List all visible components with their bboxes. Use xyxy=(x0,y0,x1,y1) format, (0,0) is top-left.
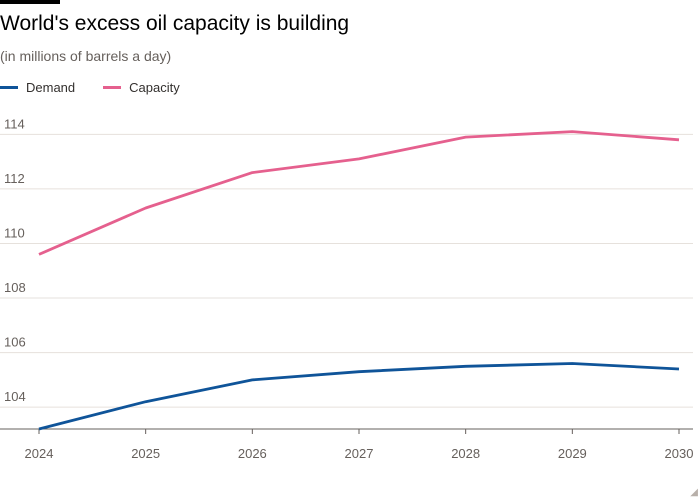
x-tick-label-2030: 2030 xyxy=(665,446,694,461)
y-tick-label-104: 104 xyxy=(4,389,26,404)
x-tick-label-2026: 2026 xyxy=(238,446,267,461)
y-tick-label-114: 114 xyxy=(4,116,25,131)
legend-label-capacity: Capacity xyxy=(129,80,180,95)
y-tick-label-112: 112 xyxy=(4,171,25,186)
y-tick-label-110: 110 xyxy=(4,225,25,240)
legend-item-capacity: Capacity xyxy=(103,80,180,95)
legend: Demand Capacity xyxy=(0,80,180,95)
x-tick-label-2024: 2024 xyxy=(25,446,54,461)
x-tick-label-2028: 2028 xyxy=(451,446,480,461)
series-line-capacity xyxy=(38,130,680,256)
legend-item-demand: Demand xyxy=(0,80,75,95)
x-tick-label-2029: 2029 xyxy=(558,446,587,461)
x-tick-label-2027: 2027 xyxy=(345,446,374,461)
corner-mark-icon: ◢ xyxy=(690,487,698,498)
chart-title: World's excess oil capacity is building xyxy=(0,12,350,35)
series-line-demand xyxy=(38,362,680,431)
chart-subtitle: (in millions of barrels a day) xyxy=(0,48,172,64)
x-tick-label-2025: 2025 xyxy=(131,446,160,461)
legend-swatch-capacity xyxy=(103,86,122,89)
top-accent-bar xyxy=(0,0,60,4)
y-tick-label-106: 106 xyxy=(4,335,26,350)
y-tick-label-108: 108 xyxy=(4,280,26,295)
legend-swatch-demand xyxy=(0,86,18,89)
legend-label-demand: Demand xyxy=(26,80,76,95)
